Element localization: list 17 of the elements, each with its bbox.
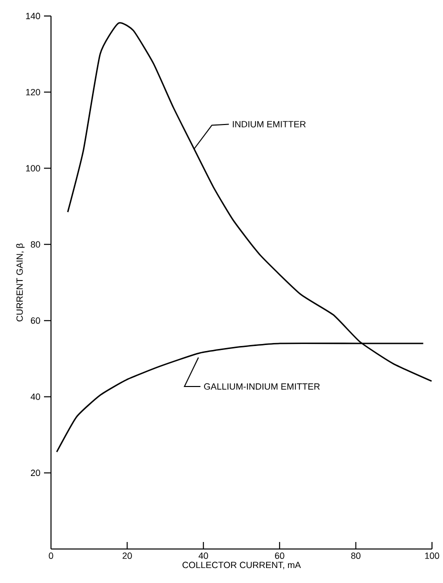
x-axis-title: COLLECTOR CURRENT, mA xyxy=(182,562,301,570)
y-tick-label: 140 xyxy=(26,12,40,20)
annotation: INDIUM EMITTER xyxy=(232,121,306,128)
y-tick-label: 80 xyxy=(30,241,40,248)
x-tick-label: 100 xyxy=(425,552,440,559)
x-tick-label: 60 xyxy=(275,552,284,559)
y-tick-label: 40 xyxy=(30,394,40,400)
y-tick-label: 20 xyxy=(30,470,40,476)
y-tick-label: 60 xyxy=(30,317,40,324)
x-tick-label: 0 xyxy=(48,552,54,559)
y-tick-label: 120 xyxy=(26,88,40,96)
x-tick-label: 80 xyxy=(351,552,360,559)
x-tick-label: 20 xyxy=(122,552,132,559)
y-axis-title: CURRENT GAIN, β xyxy=(16,244,25,322)
annotation: GALLIUM-INDIUM EMITTER xyxy=(204,383,320,390)
x-tick-label: 40 xyxy=(198,552,208,559)
y-tick-label: 100 xyxy=(26,165,40,172)
